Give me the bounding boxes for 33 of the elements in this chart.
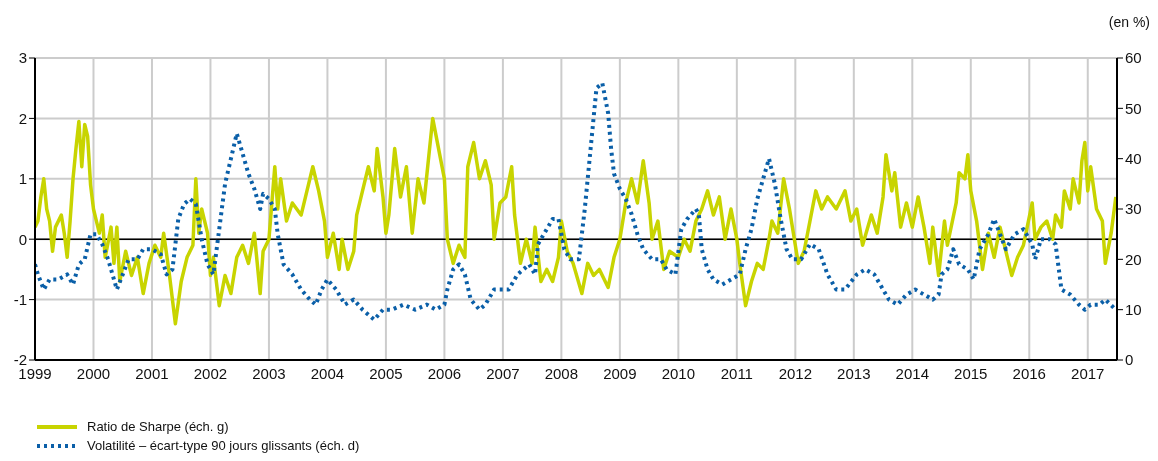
- legend-label: Ratio de Sharpe (éch. g): [87, 419, 229, 434]
- x-tick-label: 2010: [661, 364, 696, 382]
- x-tick-label: 2015: [954, 364, 988, 382]
- x-tick-label: 2006: [427, 364, 462, 382]
- x-tick-label: 2000: [76, 364, 111, 382]
- x-tick-label: 2001: [135, 364, 169, 382]
- x-tick-label: 2017: [1071, 364, 1105, 382]
- x-tick-label: 2016: [1012, 364, 1046, 382]
- y2-tick-label: 10: [1125, 300, 1142, 318]
- x-tick-label: 2013: [837, 364, 871, 382]
- x-tick-label: 2007: [486, 364, 520, 382]
- x-tick-label: 2003: [252, 364, 286, 382]
- y-tick-label: 0: [18, 230, 27, 248]
- y-tick-label: 2: [18, 109, 27, 127]
- y-tick-label: 1: [18, 170, 27, 188]
- x-tick-label: 2008: [544, 364, 579, 382]
- y-tick-label: -1: [13, 290, 27, 308]
- x-tick-label: 2004: [310, 364, 345, 382]
- x-tick-label: 2009: [603, 364, 637, 382]
- y2-tick-label: 60: [1125, 49, 1142, 67]
- y2-tick-label: 20: [1125, 250, 1142, 268]
- y2-tick-label: 50: [1125, 99, 1142, 117]
- x-tick-label: 2002: [193, 364, 228, 382]
- x-tick-label: 2011: [720, 364, 753, 382]
- legend-label: Volatilité – écart-type 90 jours glissants (éch. d): [87, 438, 360, 453]
- y2-axis-title: (en %): [1108, 14, 1150, 30]
- y2-tick-label: 0: [1125, 351, 1134, 369]
- y2-tick-label: 30: [1125, 200, 1142, 218]
- y2-tick-label: 40: [1125, 149, 1142, 167]
- x-tick-label: 2005: [369, 364, 403, 382]
- y-tick-label: 3: [18, 49, 27, 67]
- x-tick-label: 2014: [895, 364, 929, 382]
- x-tick-label: 2012: [778, 364, 813, 382]
